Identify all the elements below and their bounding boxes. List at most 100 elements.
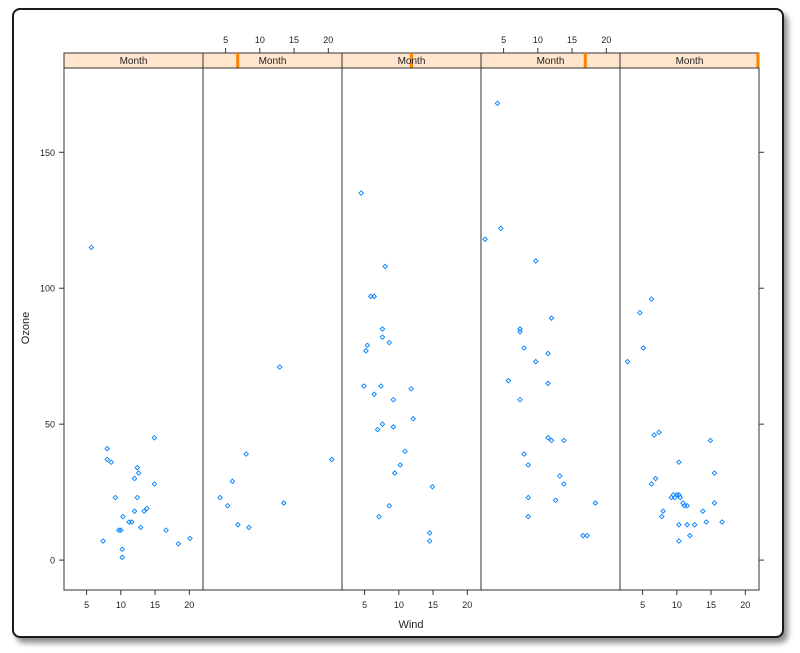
data-point bbox=[532, 358, 539, 365]
x-tick-label: 15 bbox=[567, 35, 577, 45]
data-point bbox=[386, 502, 393, 509]
panel-strip-label: Month bbox=[537, 56, 565, 67]
data-point bbox=[137, 524, 144, 531]
data-point bbox=[141, 508, 147, 514]
data-point bbox=[548, 315, 555, 321]
data-point bbox=[556, 472, 563, 479]
panel-frame bbox=[202, 67, 343, 591]
data-point bbox=[410, 415, 417, 422]
data-point bbox=[391, 470, 398, 476]
data-point bbox=[376, 513, 382, 520]
data-point bbox=[677, 494, 684, 501]
data-point bbox=[379, 326, 386, 332]
x-tick-label: 5 bbox=[640, 600, 645, 610]
data-point bbox=[552, 497, 559, 504]
panel-frame bbox=[480, 67, 621, 591]
y-axis-label: Ozone bbox=[20, 312, 32, 344]
axes-layer: 0 50 100 150 Month 5 10 15 20 Month 5 10 15 20 Month 5 1… bbox=[40, 35, 764, 610]
data-point bbox=[187, 535, 193, 542]
data-point bbox=[120, 513, 126, 520]
data-point bbox=[371, 391, 378, 398]
x-tick-label: 20 bbox=[462, 600, 472, 610]
x-tick-label: 20 bbox=[740, 600, 750, 610]
data-point bbox=[711, 500, 718, 506]
x-tick-label: 10 bbox=[533, 35, 543, 45]
data-point bbox=[361, 383, 367, 389]
data-point bbox=[135, 470, 142, 476]
y-tick-label: 100 bbox=[40, 284, 55, 294]
data-point bbox=[112, 494, 119, 501]
data-point bbox=[144, 505, 150, 512]
data-point bbox=[648, 481, 655, 487]
data-point bbox=[505, 377, 512, 384]
x-tick-label: 10 bbox=[255, 35, 265, 45]
data-point bbox=[117, 527, 124, 534]
data-point bbox=[276, 364, 283, 370]
data-point bbox=[382, 263, 388, 270]
data-point bbox=[426, 538, 433, 544]
data-point bbox=[364, 342, 371, 349]
data-point bbox=[379, 421, 386, 427]
x-tick-label: 5 bbox=[362, 600, 367, 610]
data-point bbox=[229, 478, 236, 485]
panel-strip-label: Month bbox=[259, 56, 287, 67]
data-point bbox=[545, 350, 551, 357]
data-point bbox=[163, 527, 169, 534]
data-point bbox=[703, 519, 710, 525]
data-point bbox=[640, 345, 647, 351]
data-point bbox=[676, 538, 682, 544]
data-point bbox=[521, 345, 527, 351]
y-tick-label: 150 bbox=[40, 148, 55, 158]
data-point bbox=[648, 296, 655, 302]
data-point bbox=[548, 437, 555, 444]
data-point bbox=[684, 521, 690, 528]
data-point bbox=[532, 258, 539, 264]
data-point bbox=[521, 451, 527, 457]
data-point bbox=[363, 347, 369, 354]
data-point bbox=[517, 326, 523, 332]
x-tick-label: 20 bbox=[184, 600, 194, 610]
data-point bbox=[217, 494, 223, 501]
data-point bbox=[494, 100, 501, 107]
x-tick-label: 20 bbox=[323, 35, 333, 45]
data-point bbox=[128, 519, 135, 525]
y-tick-label: 50 bbox=[45, 420, 55, 430]
data-point bbox=[624, 358, 631, 365]
x-axis-label: Wind bbox=[398, 619, 423, 631]
data-point bbox=[676, 521, 682, 528]
panel-strip-label: Month bbox=[120, 56, 148, 67]
data-point bbox=[707, 437, 714, 444]
data-point bbox=[379, 334, 386, 340]
x-tick-label: 15 bbox=[706, 600, 716, 610]
data-point bbox=[402, 448, 408, 455]
panel-frame bbox=[619, 67, 760, 591]
data-point bbox=[88, 244, 95, 251]
data-point bbox=[175, 540, 182, 547]
marks-layer bbox=[88, 100, 725, 561]
x-tick-label: 20 bbox=[601, 35, 611, 45]
data-point bbox=[131, 508, 138, 514]
data-point bbox=[378, 383, 384, 389]
data-point bbox=[374, 426, 381, 433]
data-point bbox=[658, 513, 665, 520]
data-point bbox=[691, 521, 698, 528]
panel-strip-label: Month bbox=[676, 56, 704, 67]
data-point bbox=[246, 524, 252, 531]
data-point bbox=[119, 554, 126, 561]
x-tick-label: 10 bbox=[116, 600, 126, 610]
data-point bbox=[408, 385, 414, 392]
x-tick-label: 5 bbox=[501, 35, 506, 45]
data-point bbox=[371, 293, 378, 300]
data-point bbox=[108, 459, 115, 466]
data-point bbox=[700, 508, 706, 514]
data-point bbox=[545, 380, 551, 387]
data-point bbox=[561, 481, 567, 487]
data-point bbox=[637, 309, 643, 316]
data-point bbox=[517, 328, 523, 335]
data-point bbox=[652, 475, 659, 482]
data-point bbox=[719, 519, 725, 525]
data-point bbox=[104, 445, 110, 452]
data-point bbox=[115, 527, 122, 534]
data-point bbox=[328, 456, 335, 463]
